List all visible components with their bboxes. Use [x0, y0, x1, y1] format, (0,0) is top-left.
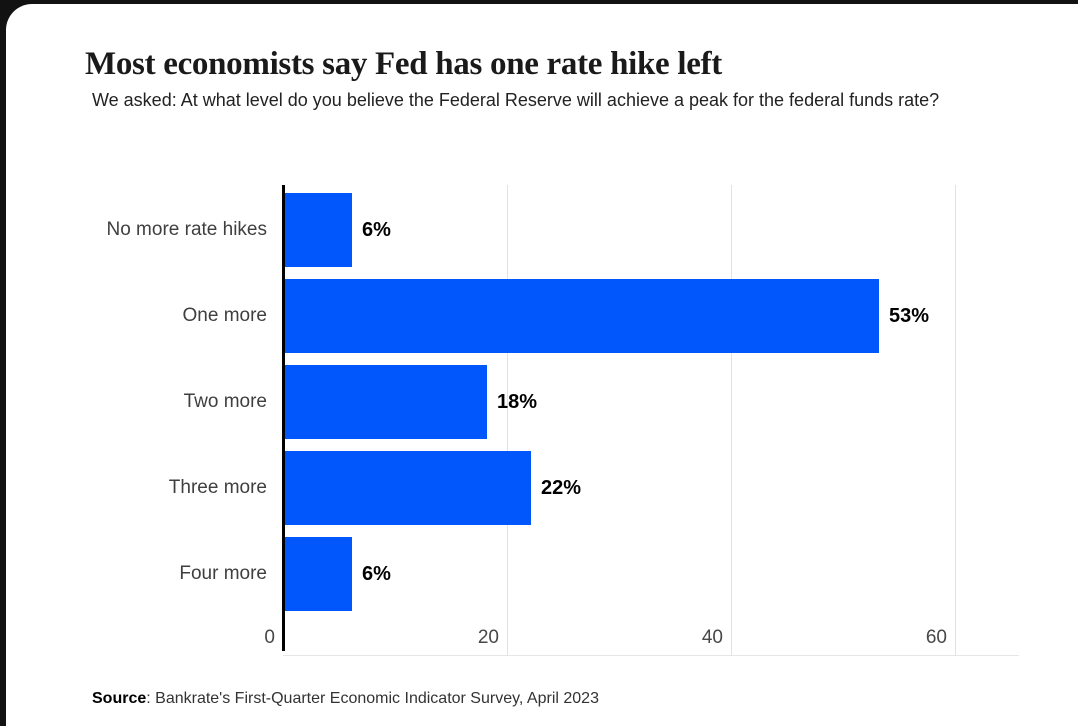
- category-label: One more: [182, 305, 267, 326]
- bar-value-label: 6%: [362, 562, 391, 585]
- category-label: Four more: [179, 563, 267, 584]
- category-label: No more rate hikes: [106, 219, 267, 240]
- x-axis-tick-label: 40: [701, 627, 723, 648]
- source-text: : Bankrate's First-Quarter Economic Indi…: [146, 690, 599, 707]
- chart-card: Most economists say Fed has one rate hik…: [6, 4, 1078, 726]
- y-axis-line: [282, 185, 285, 651]
- x-axis-tick-label: 20: [477, 627, 499, 648]
- category-label: Three more: [168, 477, 267, 498]
- bar-chart: 0 20 40 60 No more rate hikes 6% One more 53% Tw…: [6, 185, 1078, 657]
- bar-segment: [285, 279, 879, 353]
- bar-segment: [285, 537, 352, 611]
- bar-segment: [285, 193, 352, 267]
- bar-value-label: 53%: [889, 304, 930, 327]
- x-axis-tick-label: 0: [264, 627, 275, 648]
- x-gridline: [731, 185, 732, 656]
- bar-segment: [285, 365, 487, 439]
- category-label: Two more: [183, 391, 267, 412]
- plot-bottom-border: [283, 655, 1019, 656]
- source-label: Source: [92, 690, 147, 707]
- bar-value-label: 6%: [362, 218, 391, 241]
- x-axis-tick-label: 60: [925, 627, 947, 648]
- bar-value-label: 18%: [497, 390, 538, 413]
- bar-value-label: 22%: [541, 476, 582, 499]
- x-gridline: [507, 185, 508, 656]
- source-note: Source: Bankrate's First-Quarter Economi…: [92, 690, 599, 708]
- chart-subtitle: We asked: At what level do you believe t…: [92, 90, 940, 110]
- chart-title: Most economists say Fed has one rate hik…: [85, 46, 722, 83]
- bar-segment: [285, 451, 531, 525]
- x-gridline: [955, 185, 956, 656]
